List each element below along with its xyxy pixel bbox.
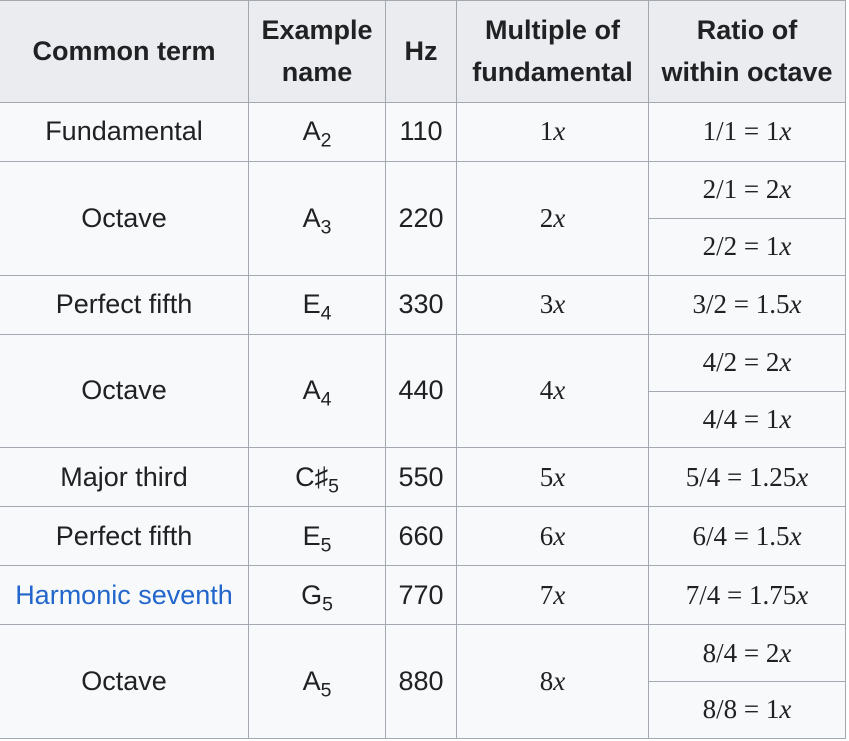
cell-multiple: 6x — [456, 506, 649, 567]
cell-ratio: 4/4 = 1x — [648, 390, 846, 449]
cell-example-name: A3 — [248, 160, 386, 276]
table-row: Octave A3 220 2x 2/1 = 2x — [0, 160, 846, 276]
header-common-term: Common term — [0, 0, 249, 103]
cell-term: Fundamental — [0, 102, 249, 162]
note-base: E — [302, 520, 321, 551]
cell-ratio: 8/4 = 2x — [648, 624, 846, 683]
harmonic-seventh-link[interactable]: Harmonic seventh — [15, 579, 233, 610]
table-row: Octave A5 880 8x 8/4 = 2x — [0, 624, 846, 739]
cell-ratio: 5/4 = 1.25x — [648, 447, 846, 508]
table-row: Fundamental A2 110 1x 1/1 = 1x — [0, 102, 846, 162]
header-ratio-within-octave: Ratio of within octave — [648, 0, 846, 103]
cell-example-name: E4 — [248, 274, 386, 335]
note-base: A — [302, 116, 321, 147]
header-hz: Hz — [385, 0, 457, 103]
note-subscript: 4 — [320, 388, 332, 411]
cell-hz: 770 — [385, 565, 457, 626]
note-subscript: 5 — [328, 475, 339, 498]
cell-hz: 330 — [385, 274, 457, 335]
cell-hz: 220 — [385, 160, 457, 276]
cell-term: Octave — [0, 160, 249, 276]
cell-multiple: 5x — [456, 447, 649, 508]
cell-ratio: 3/2 = 1.5x — [648, 274, 846, 335]
cell-example-name: A2 — [248, 102, 386, 162]
note-subscript: 2 — [320, 129, 332, 152]
cell-ratio: 8/8 = 1x — [648, 681, 846, 739]
cell-term: Perfect fifth — [0, 274, 249, 335]
table-header-row: Common term Example name Hz Multiple of … — [0, 0, 846, 103]
note-subscript: 4 — [320, 302, 332, 325]
cell-term: Perfect fifth — [0, 506, 249, 567]
cell-multiple: 2x — [456, 160, 649, 276]
cell-example-name: G5 — [248, 565, 386, 626]
cell-term: Major third — [0, 447, 249, 508]
cell-multiple: 7x — [456, 565, 649, 626]
note-base: C♯ — [295, 461, 329, 492]
cell-term: Octave — [0, 333, 249, 449]
cell-example-name: A5 — [248, 624, 386, 739]
table-row: Octave A4 440 4x 4/2 = 2x — [0, 333, 846, 449]
cell-ratio: 7/4 = 1.75x — [648, 565, 846, 626]
cell-multiple: 4x — [456, 333, 649, 449]
table-row: Perfect fifth E5 660 6x 6/4 = 1.5x — [0, 506, 846, 567]
cell-ratio: 2/2 = 1x — [648, 217, 846, 276]
table-subrow: 8/8 = 1x — [0, 681, 846, 739]
table-row: Harmonic seventh G5 770 7x 7/4 = 1.75x — [0, 565, 846, 626]
cell-example-name: C♯5 — [248, 447, 386, 508]
cell-example-name: A4 — [248, 333, 386, 449]
cell-multiple: 1x — [456, 102, 649, 162]
cell-hz: 660 — [385, 506, 457, 567]
cell-ratio: 2/1 = 2x — [648, 160, 846, 219]
note-subscript: 5 — [320, 679, 332, 702]
cell-hz: 440 — [385, 333, 457, 449]
cell-example-name: E5 — [248, 506, 386, 567]
note-base: E — [302, 289, 321, 320]
table-subrow: 2/2 = 1x — [0, 217, 846, 276]
note-subscript: 5 — [322, 593, 333, 616]
cell-multiple: 3x — [456, 274, 649, 335]
header-multiple-of-fundamental: Multiple of fundamental — [456, 0, 649, 103]
table-row: Major third C♯5 550 5x 5/4 = 1.25x — [0, 447, 846, 508]
cell-term: Harmonic seventh — [0, 565, 249, 626]
note-base: G — [301, 579, 323, 610]
header-example-name: Example name — [248, 0, 386, 103]
note-subscript: 3 — [320, 216, 332, 239]
cell-ratio: 4/2 = 2x — [648, 333, 846, 392]
cell-term: Octave — [0, 624, 249, 739]
note-subscript: 5 — [320, 534, 332, 557]
cell-hz: 110 — [385, 102, 457, 162]
note-base: A — [302, 666, 321, 697]
cell-multiple: 8x — [456, 624, 649, 739]
cell-hz: 880 — [385, 624, 457, 739]
table-row: Perfect fifth E4 330 3x 3/2 = 1.5x — [0, 274, 846, 335]
cell-ratio: 1/1 = 1x — [648, 102, 846, 162]
cell-ratio: 6/4 = 1.5x — [648, 506, 846, 567]
note-base: A — [302, 202, 321, 233]
note-base: A — [302, 375, 321, 406]
cell-hz: 550 — [385, 447, 457, 508]
table-subrow: 4/4 = 1x — [0, 390, 846, 449]
